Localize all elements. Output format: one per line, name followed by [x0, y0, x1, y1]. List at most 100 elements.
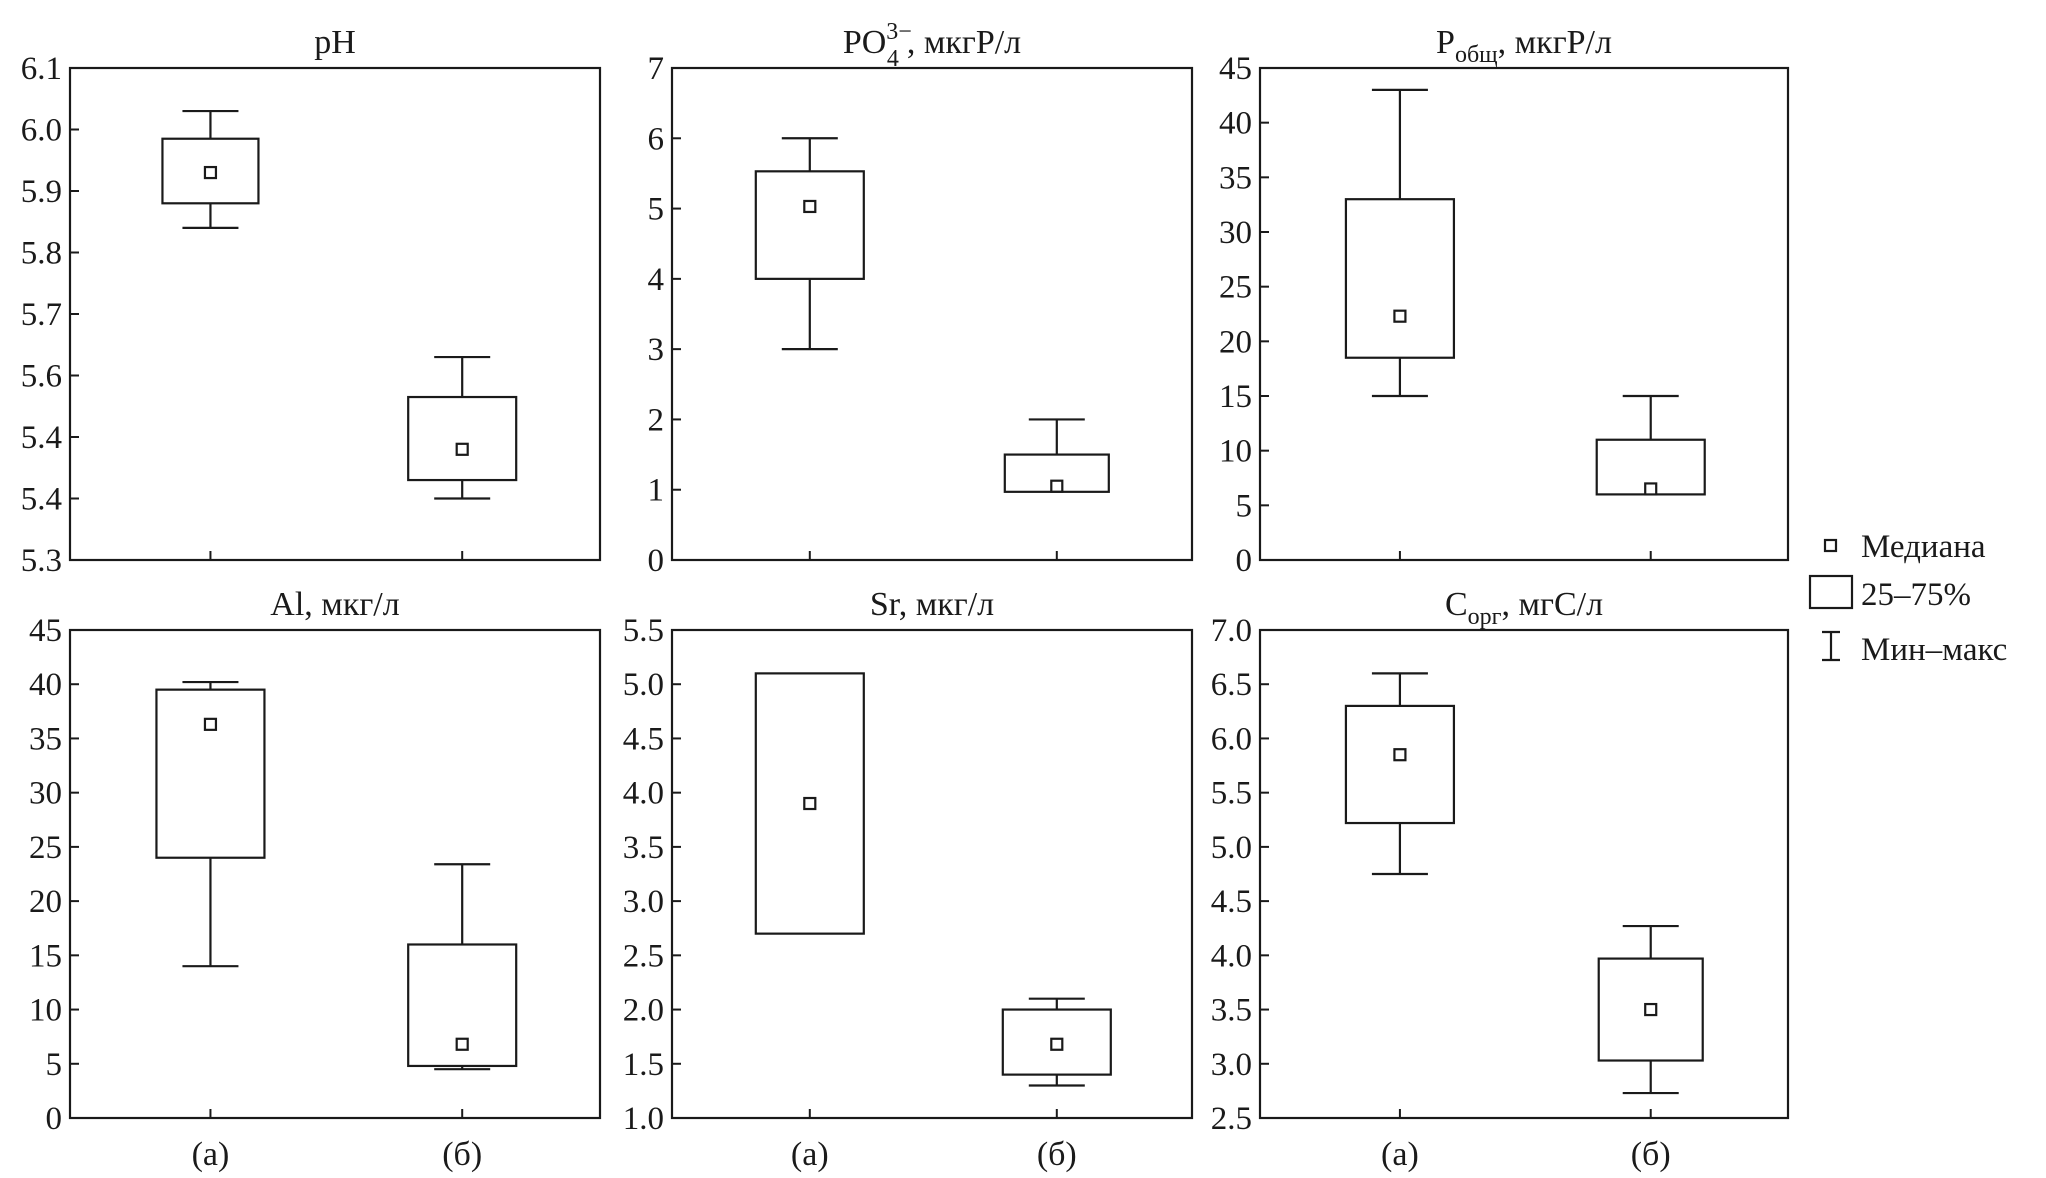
y-tick-label: 5 [648, 192, 665, 228]
iqr-box [155, 688, 266, 859]
iqr-box [1344, 198, 1456, 359]
box-b [407, 355, 518, 500]
x-category-label: (б) [1631, 1136, 1671, 1173]
y-tick-label: 5.3 [21, 543, 62, 579]
legend-box-label: 25–75% [1861, 577, 1971, 613]
y-tick-label: 3.5 [623, 830, 664, 866]
y-tick-label: 6.1 [21, 51, 62, 87]
panel-title: Сорг, мгС/л [1445, 586, 1603, 630]
x-category-label: (а) [192, 1136, 230, 1173]
median-marker [1644, 482, 1658, 496]
box-a [754, 137, 865, 351]
y-tick-label: 20 [1219, 324, 1252, 360]
y-tick-label: 4 [648, 262, 665, 298]
y-tick-label: 20 [29, 884, 62, 920]
box-b [407, 863, 518, 1071]
panel-title: Sr, мкг/л [870, 586, 994, 623]
panel-title: PO3− 4 , мкгР/л [843, 19, 1021, 72]
iqr-box [407, 395, 518, 482]
legend-whisker-label: Мин–макс [1861, 632, 2007, 668]
panel-title: pH [314, 24, 356, 61]
y-tick-label: 3.5 [1211, 993, 1252, 1029]
y-tick-label: 2.0 [623, 993, 664, 1029]
y-tick-label: 5.6 [21, 359, 62, 395]
box-a [1344, 88, 1456, 398]
title-main: С [1445, 586, 1468, 623]
y-tick-label: 10 [29, 993, 62, 1029]
y-tick-label: 0 [648, 543, 665, 579]
median-marker [455, 442, 469, 456]
title-main: PO [843, 24, 886, 61]
y-tick-label: 2 [648, 402, 665, 438]
box-a [155, 680, 266, 968]
y-tick-label: 35 [1219, 160, 1252, 196]
median-marker [1393, 309, 1407, 323]
y-tick-label: 15 [29, 938, 62, 974]
panel-1: 5.3 5.4 5.4 5.6 5.7 5.8 5.9 6.0 6.1 pH [21, 24, 602, 579]
y-tick-label: 5.5 [623, 613, 664, 649]
box-b [1003, 418, 1110, 493]
legend: Медиана 25–75% Мин–макс [1808, 529, 2007, 668]
y-tick-label: 5.4 [21, 482, 62, 518]
box-a [754, 672, 865, 935]
title-main: Р [1436, 24, 1455, 61]
y-tick-label: 5.5 [1211, 776, 1252, 812]
plot-frame [670, 628, 1194, 1120]
y-tick-label: 5.8 [21, 236, 62, 272]
panel-6: 2.5 3.0 3.5 4.0 4.5 5.0 5.5 6.0 6.5 7.0 (а) (б) Сорг… [1211, 586, 1790, 1173]
y-tick-label: 0 [1236, 543, 1253, 579]
y-tick-label: 40 [1219, 106, 1252, 142]
median-marker [203, 717, 218, 731]
y-tick-label: 6 [648, 121, 665, 157]
y-tick-label: 4.5 [623, 721, 664, 757]
plot-frame [68, 66, 602, 562]
title-main: Al, мкг/л [270, 586, 399, 623]
y-tick-label: 7.0 [1211, 613, 1252, 649]
median-marker [1644, 1002, 1658, 1017]
y-tick-label: 4.0 [1211, 938, 1252, 974]
plot-frame [1258, 628, 1790, 1120]
x-category-label: (а) [1381, 1136, 1419, 1173]
y-tick-label: 4.0 [623, 776, 664, 812]
box-b [1001, 997, 1112, 1087]
x-category-label: (б) [1037, 1136, 1077, 1173]
y-tick-label: 30 [29, 776, 62, 812]
y-tick-label: 6.5 [1211, 667, 1252, 703]
median-marker [803, 796, 817, 811]
panel-title: Робщ, мкгР/л [1436, 24, 1612, 68]
title-main: Sr, мкг/л [870, 586, 994, 623]
plot-frame [670, 66, 1194, 562]
y-tick-label: 45 [1219, 51, 1252, 87]
title-subscript: общ [1455, 42, 1498, 68]
median-marker [455, 1037, 469, 1051]
y-tick-label: 35 [29, 721, 62, 757]
y-tick-label: 45 [29, 613, 62, 649]
panel-title: Al, мкг/л [270, 586, 399, 623]
y-tick-label: 10 [1219, 434, 1252, 470]
y-tick-label: 2.5 [623, 938, 664, 974]
y-tick-label: 1 [648, 473, 665, 509]
legend-median-label: Медиана [1861, 529, 1986, 565]
y-tick-label: 30 [1219, 215, 1252, 251]
y-tick-label: 5.4 [21, 420, 62, 456]
panel-5: 1.0 1.5 2.0 2.5 3.0 3.5 4.0 4.5 5.0 5.5 (а) (б) Sr, … [623, 586, 1194, 1173]
y-tick-label: 2.5 [1211, 1101, 1252, 1137]
median-marker [203, 165, 218, 180]
legend-box-icon [1808, 574, 1854, 610]
x-category-label: (а) [791, 1136, 829, 1173]
y-tick-label: 40 [29, 667, 62, 703]
y-tick-label: 0 [46, 1101, 63, 1137]
panel-3: 0 5 10 15 20 25 30 35 40 45 Робщ, мкгР/л [1219, 24, 1790, 579]
title-rest: , мгС/л [1501, 586, 1603, 623]
y-tick-label: 5.9 [21, 174, 62, 210]
box-a [161, 109, 260, 229]
median-marker [1393, 748, 1407, 762]
y-tick-label: 1.5 [623, 1047, 664, 1083]
median-marker [1050, 1037, 1064, 1051]
median-marker [803, 199, 817, 214]
y-tick-label: 3 [648, 332, 665, 368]
legend-median-icon [1823, 538, 1838, 553]
title-rest: , мкгР/л [907, 24, 1021, 61]
